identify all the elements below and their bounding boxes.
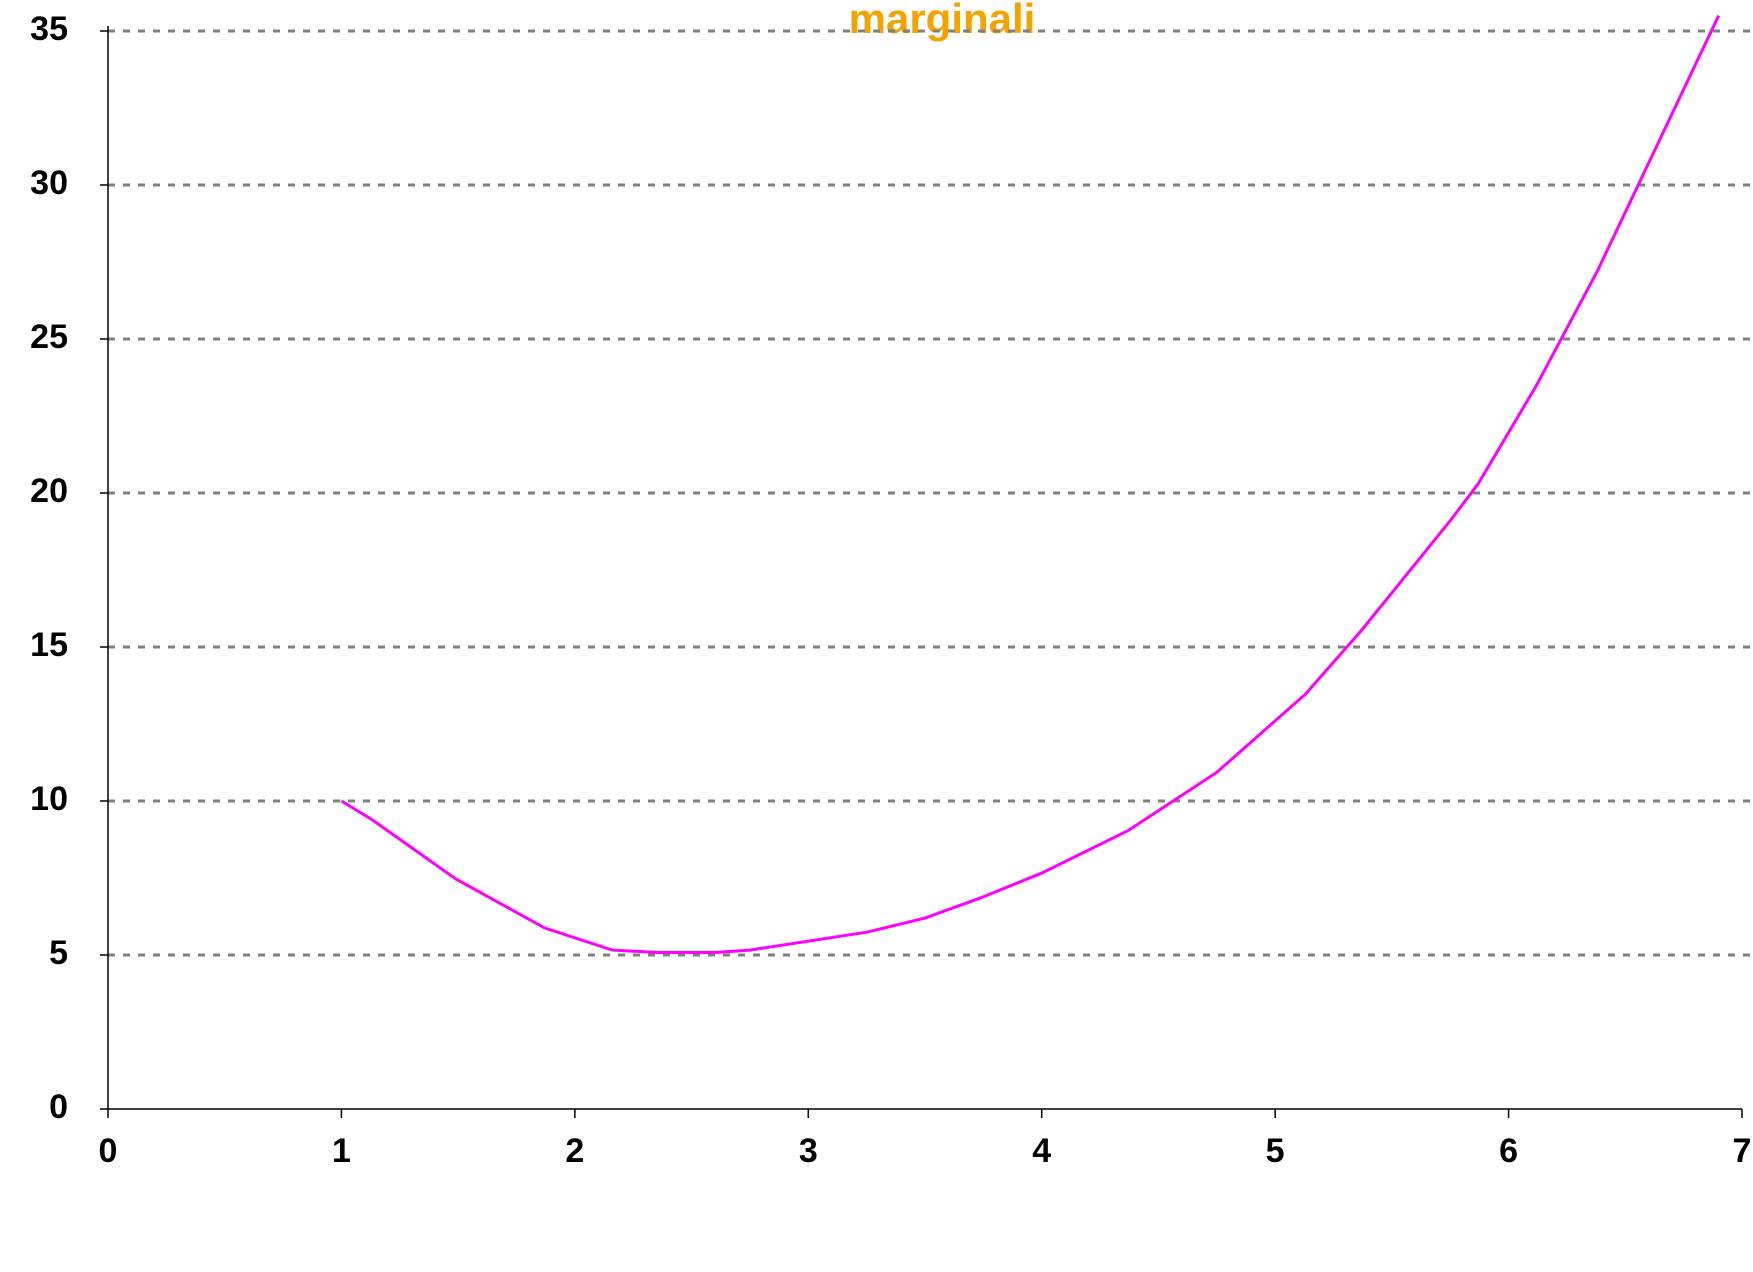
y-tick-label: 25 [30,318,68,356]
y-tick-label: 20 [30,472,68,510]
data-line [340,14,1721,955]
x-tick-label: 5 [1266,1132,1285,1170]
y-tick-label: 15 [30,626,68,664]
y-tick-label: 5 [49,934,68,972]
x-tick-label: 1 [332,1132,351,1170]
y-tick-label: 30 [30,164,68,202]
x-tick-label: 6 [1499,1132,1518,1170]
y-tick-label: 10 [30,780,68,818]
y-tick-label: 35 [30,10,68,48]
x-tick-label: 4 [1032,1132,1051,1170]
x-tick-label: 0 [99,1132,118,1170]
y-tick-label: 0 [49,1088,68,1126]
x-tick-label: 2 [565,1132,584,1170]
x-tick-label: 7 [1733,1132,1752,1170]
x-tick-label: 3 [799,1132,818,1170]
chart-title: marginali [849,0,1036,42]
